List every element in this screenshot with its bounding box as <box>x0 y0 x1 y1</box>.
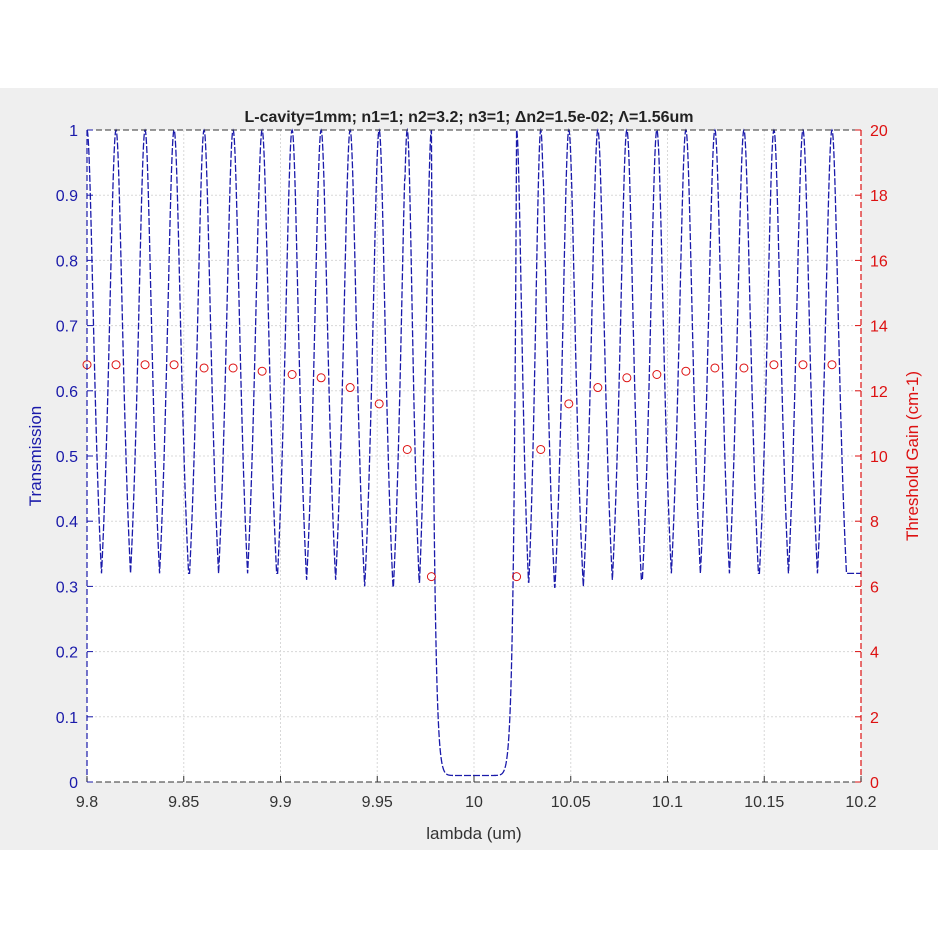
y-tick-label: 0.2 <box>56 645 78 662</box>
y-tick-labels: 0 0.1 0.2 0.3 0.4 0.5 0.6 0.7 0.8 0.9 1 <box>56 123 93 792</box>
x-tick-label: 9.85 <box>168 794 199 811</box>
y2-tick-label: 8 <box>870 514 879 531</box>
threshold-point <box>536 444 546 454</box>
threshold-point <box>710 363 720 373</box>
threshold-point <box>287 370 297 379</box>
y-tick-label: 0.8 <box>56 253 78 270</box>
y-tick-label: 0.1 <box>56 710 78 727</box>
threshold-point <box>798 360 808 370</box>
y2-tick-label: 12 <box>870 384 888 401</box>
threshold-point <box>564 399 574 409</box>
y2-axis-label: Threshold Gain (cm-1) <box>903 371 922 541</box>
x-tick-label: 10.05 <box>551 794 591 811</box>
y2-tick-label: 16 <box>870 253 888 270</box>
y2-tick-label: 4 <box>870 645 879 662</box>
y-axis-label: Transmission <box>26 406 45 506</box>
threshold-point <box>827 360 837 370</box>
x-tick-labels: 9.8 9.85 9.9 9.95 10 10.05 10.1 10.15 10.2 <box>76 776 877 811</box>
threshold-point <box>111 360 121 370</box>
y2-tick-label: 2 <box>870 710 879 727</box>
y-tick-label: 0 <box>69 775 78 792</box>
x-tick-label: 10.1 <box>652 794 683 811</box>
threshold-point <box>257 366 267 376</box>
threshold-point <box>652 370 662 379</box>
threshold-point <box>769 360 779 370</box>
threshold-markers-layer <box>82 360 837 582</box>
y-tick-label: 0.4 <box>56 514 78 531</box>
y2-tick-label: 0 <box>870 775 879 792</box>
x-tick-label: 10 <box>465 794 483 811</box>
x-tick-label: 9.9 <box>269 794 291 811</box>
y-tick-label: 0.7 <box>56 319 78 336</box>
threshold-point <box>622 373 632 383</box>
y2-tick-labels: 0 2 4 6 8 10 12 14 16 18 20 <box>855 123 888 792</box>
y-tick-label: 0.3 <box>56 579 78 596</box>
y2-tick-label: 20 <box>870 123 888 140</box>
y-tick-label: 0.9 <box>56 188 78 205</box>
y-tick-label: 0.5 <box>56 449 78 466</box>
chart-title: L-cavity=1mm; n1=1; n2=3.2; n3=1; Δn2=1.… <box>244 109 693 126</box>
threshold-point <box>739 363 749 373</box>
x-tick-label: 10.15 <box>744 794 784 811</box>
threshold-point <box>593 383 603 393</box>
threshold-point <box>345 383 355 393</box>
transmission-curve-layer <box>86 127 861 777</box>
threshold-point <box>140 360 150 370</box>
x-tick-label: 10.2 <box>845 794 876 811</box>
threshold-point <box>199 363 209 373</box>
threshold-point <box>228 363 238 373</box>
x-tick-label: 9.8 <box>76 794 98 811</box>
x-tick-label: 9.95 <box>362 794 393 811</box>
transmission-line <box>86 127 861 777</box>
y2-tick-label: 6 <box>870 579 879 596</box>
y-tick-label: 0.6 <box>56 384 78 401</box>
threshold-point <box>316 373 326 383</box>
x-axis-label: lambda (um) <box>426 824 521 843</box>
threshold-point <box>374 399 384 409</box>
threshold-point <box>426 572 436 582</box>
y2-tick-label: 18 <box>870 188 888 205</box>
y2-tick-label: 14 <box>870 319 888 336</box>
y2-tick-label: 10 <box>870 449 888 466</box>
threshold-point <box>512 572 522 582</box>
threshold-point <box>402 444 412 454</box>
y-tick-label: 1 <box>69 123 78 140</box>
threshold-point <box>681 366 691 376</box>
threshold-point <box>169 360 179 370</box>
